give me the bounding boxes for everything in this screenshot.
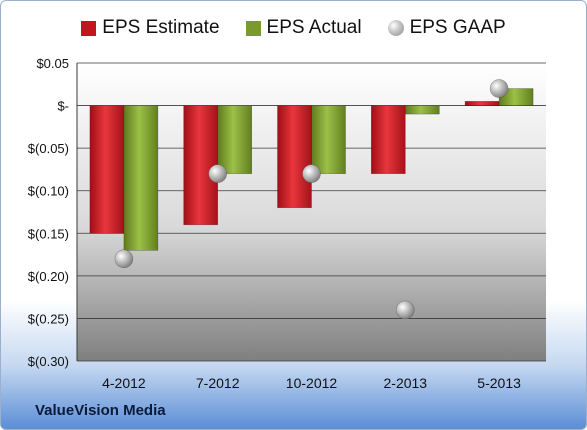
y-tick-label: $(0.20): [28, 269, 69, 284]
legend-marker-gaap: [387, 20, 404, 36]
x-tick-label: 4-2012: [102, 375, 146, 391]
bar-eps-actual: [123, 105, 159, 251]
bar-eps-estimate: [183, 105, 218, 226]
x-tick-label: 5-2013: [477, 375, 521, 391]
legend-item-gaap: EPS GAAP: [387, 17, 506, 39]
y-tick-label: $(0.15): [28, 226, 69, 241]
x-axis-ticks: 4-2012 7-2012 10-2012 2-2013 5-2013: [102, 375, 521, 391]
x-tick-label: 10-2012: [286, 375, 338, 391]
legend-label-estimate: EPS Estimate: [102, 17, 220, 38]
marker-eps-gaap: [114, 249, 134, 269]
marker-eps-gaap: [395, 300, 415, 320]
bar-eps-estimate: [89, 105, 125, 234]
legend-label-gaap: EPS GAAP: [409, 17, 506, 38]
x-tick-label: 2-2013: [384, 375, 428, 391]
y-tick-label: $(0.10): [28, 184, 69, 199]
legend-item-actual: EPS Actual: [245, 17, 362, 39]
bar-eps-actual: [311, 105, 346, 174]
y-tick-label: $(0.05): [28, 141, 69, 156]
gaap-markers-layer: [114, 79, 509, 320]
legend-swatch-actual: [245, 20, 261, 36]
bars-layer: [89, 88, 534, 251]
x-tick-label: 7-2012: [196, 375, 240, 391]
bar-eps-actual: [404, 105, 440, 115]
y-tick-label: $(0.30): [28, 354, 69, 369]
legend-label-actual: EPS Actual: [266, 17, 362, 38]
bar-eps-estimate: [277, 105, 312, 209]
marker-eps-gaap: [302, 164, 321, 183]
bar-eps-estimate: [464, 101, 500, 106]
chart-legend: EPS Estimate EPS Actual EPS GAAP: [1, 15, 586, 41]
legend-item-estimate: EPS Estimate: [81, 17, 220, 39]
bar-eps-actual: [217, 105, 252, 174]
marker-eps-gaap: [208, 164, 227, 183]
legend-swatch-estimate: [81, 20, 97, 36]
bar-eps-estimate: [370, 105, 406, 174]
y-tick-label: $-: [57, 99, 69, 114]
marker-eps-gaap: [489, 79, 509, 98]
y-axis-ticks: $0.05 $- $(0.05) $(0.10) $(0.15) $(0.20) $(0.2…: [28, 56, 69, 369]
company-name: ValueVision Media: [35, 402, 166, 419]
y-tick-label: $(0.25): [28, 311, 69, 326]
y-tick-label: $0.05: [36, 56, 69, 71]
